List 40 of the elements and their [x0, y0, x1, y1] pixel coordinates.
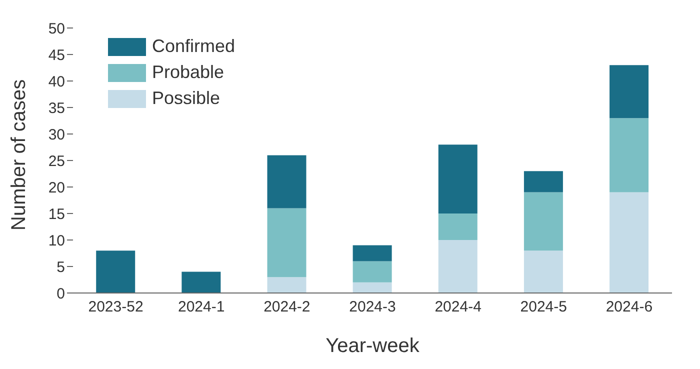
x-tick-label: 2024-4 — [434, 298, 482, 316]
x-tick-label: 2024-6 — [606, 298, 653, 316]
y-tick-label: 30 — [48, 126, 65, 144]
y-tick-label: 0 — [56, 285, 65, 302]
y-tick-label: 5 — [56, 258, 65, 276]
y-tick-label: 20 — [48, 179, 65, 196]
y-tick-label: 50 — [48, 20, 65, 38]
bar — [438, 144, 478, 214]
y-axis-title: Number of cases — [8, 79, 30, 230]
legend-label: Confirmed — [152, 36, 236, 57]
bar — [267, 208, 306, 278]
y-tick-label: 45 — [48, 46, 65, 64]
bar — [610, 118, 649, 192]
bar — [438, 214, 478, 240]
x-tick-label: 2023-52 — [88, 298, 144, 316]
y-tick-label: 10 — [48, 232, 65, 250]
y-tick-label: 35 — [48, 100, 65, 117]
bar — [524, 171, 563, 192]
legend-label: Probable — [152, 62, 224, 83]
bar — [182, 272, 221, 293]
bar — [610, 192, 649, 293]
legend-label: Possible — [152, 88, 220, 109]
y-tick-label: 40 — [48, 73, 65, 90]
bar — [352, 245, 392, 262]
bar — [96, 250, 136, 293]
x-tick-label: 2024-3 — [349, 298, 396, 316]
y-tick-label: 25 — [48, 152, 65, 170]
bar — [267, 155, 306, 208]
bar — [524, 192, 563, 251]
bar — [267, 277, 306, 293]
bar — [352, 261, 392, 282]
bar — [610, 65, 649, 118]
x-tick-label: 2024-5 — [520, 298, 567, 316]
x-tick-label: 2024-1 — [178, 298, 225, 316]
bar — [438, 240, 478, 293]
x-tick-label: 2024-2 — [264, 298, 310, 316]
bar — [352, 282, 392, 293]
bar — [524, 250, 563, 293]
x-axis-title: Year-week — [326, 335, 420, 358]
y-tick-label: 15 — [48, 206, 65, 223]
